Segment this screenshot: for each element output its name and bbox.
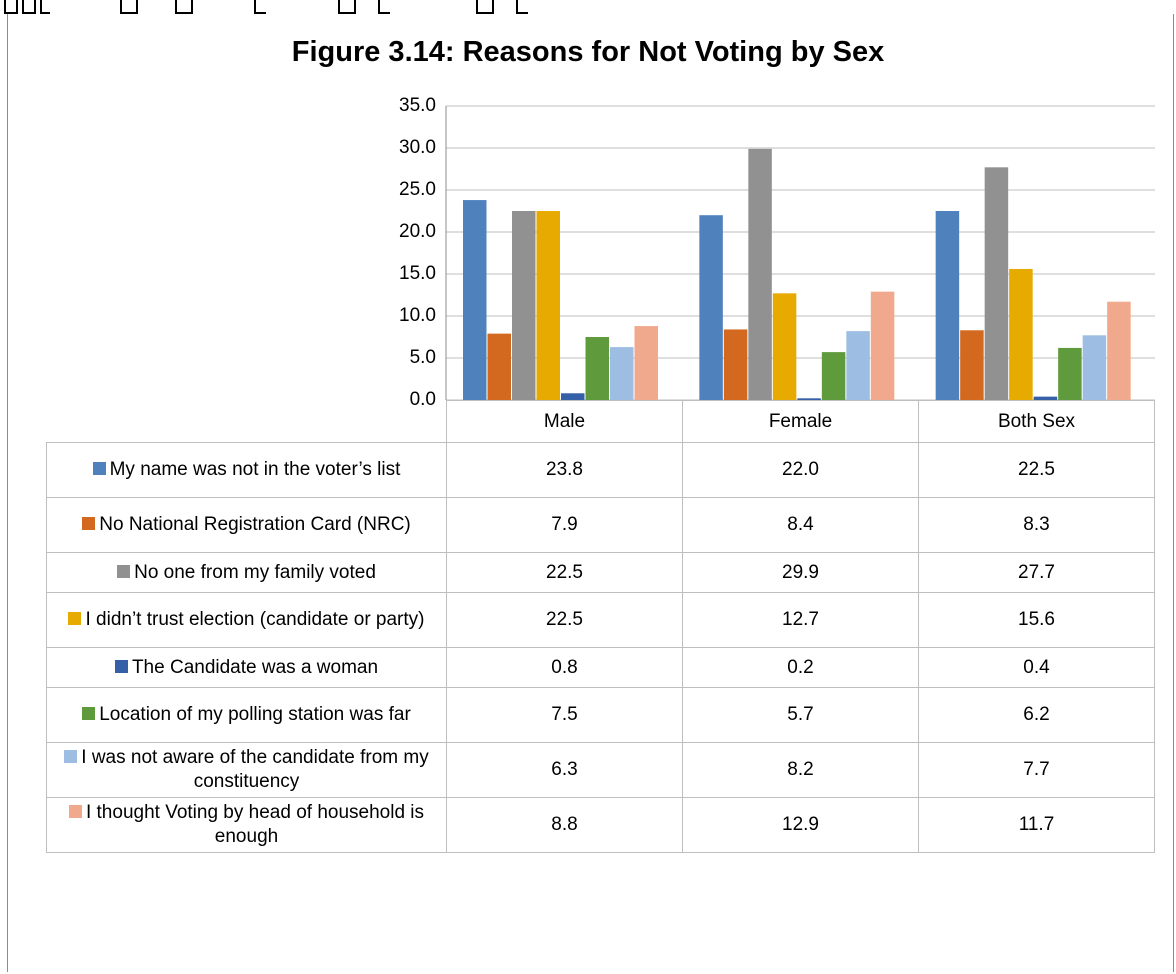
data-label: 7.7 xyxy=(918,742,1155,798)
table-row: No one from my family voted 22.5 29.9 27.7 xyxy=(46,552,1155,593)
bar xyxy=(846,331,870,400)
bar xyxy=(699,215,723,400)
legend-entry: My name was not in the voter’s list xyxy=(46,442,447,498)
data-label: 8.3 xyxy=(918,497,1155,553)
table-row: My name was not in the voter’s list 23.8 2… xyxy=(46,442,1155,498)
legend-swatch xyxy=(92,462,106,475)
bar xyxy=(935,211,960,400)
bar xyxy=(463,200,487,400)
legend-swatch xyxy=(82,707,96,720)
data-label: 6.3 xyxy=(446,742,683,798)
legend-label: No National Registration Card (NRC) xyxy=(99,514,411,535)
legend-label: I thought Voting by head of household is… xyxy=(85,802,425,847)
bar xyxy=(1107,301,1131,400)
top-toolbar-remnant xyxy=(0,0,1176,14)
y-tick-label: 10.0 xyxy=(399,305,436,326)
legend-entry: I didn’t trust election (candidate or pa… xyxy=(46,592,447,648)
y-tick-label: 30.0 xyxy=(399,137,436,158)
legend-entry: I thought Voting by head of household is… xyxy=(46,797,447,853)
bar xyxy=(1082,335,1107,400)
data-label: 8.4 xyxy=(682,497,919,553)
legend-label: The Candidate was a woman xyxy=(131,656,379,678)
legend-swatch xyxy=(114,659,128,673)
bar xyxy=(536,211,560,400)
data-label: 29.9 xyxy=(682,552,919,593)
data-label: 0.4 xyxy=(918,647,1155,688)
category-label: Female xyxy=(682,400,919,443)
bar xyxy=(748,148,772,400)
bar xyxy=(984,167,1009,400)
table-row: I didn’t trust election (candidate or pa… xyxy=(46,592,1155,648)
legend-label: Location of my polling station was far xyxy=(99,704,411,725)
category-label: Both Sex xyxy=(918,400,1155,443)
data-label: 22.5 xyxy=(918,442,1155,498)
table-row: I was not aware of the candidate from my… xyxy=(46,742,1155,798)
bar xyxy=(585,337,609,400)
table-corner-cell xyxy=(46,400,447,443)
data-label: 5.7 xyxy=(682,687,919,743)
data-label: 0.2 xyxy=(682,647,919,688)
bar xyxy=(1033,396,1058,400)
y-tick-label: 5.0 xyxy=(409,347,436,368)
table-row: No National Registration Card (NRC) 7.9 8.… xyxy=(46,497,1155,553)
legend-swatch xyxy=(68,612,82,625)
y-tick-label: 35.0 xyxy=(399,95,436,116)
category-label: Male xyxy=(446,400,683,443)
legend-label: My name was not in the voter’s list xyxy=(109,459,401,480)
bar-plot-area xyxy=(445,105,1155,401)
table-row: I thought Voting by head of household is… xyxy=(46,797,1155,853)
data-label: 8.2 xyxy=(682,742,919,798)
bar xyxy=(797,398,821,400)
bar xyxy=(1058,347,1082,400)
legend-swatch xyxy=(64,750,78,763)
y-tick-label: 25.0 xyxy=(399,179,436,200)
table-row: Location of my polling station was far 7.… xyxy=(46,687,1155,743)
bar xyxy=(1009,268,1033,400)
legend-swatch xyxy=(117,564,131,578)
data-label: 12.7 xyxy=(682,592,919,648)
legend-entry: Location of my polling station was far xyxy=(46,687,447,743)
y-tick-label: 15.0 xyxy=(399,263,436,284)
legend-entry: I was not aware of the candidate from my… xyxy=(46,742,447,798)
data-label: 0.8 xyxy=(446,647,683,688)
bar xyxy=(512,211,536,400)
bar xyxy=(634,326,658,400)
y-tick-label: 20.0 xyxy=(399,221,436,242)
data-label: 22.5 xyxy=(446,552,683,593)
data-label: 22.0 xyxy=(682,442,919,498)
data-label: 7.5 xyxy=(446,687,683,743)
data-label: 22.5 xyxy=(446,592,683,648)
legend-label: No one from my family voted xyxy=(134,561,376,583)
bar xyxy=(772,293,797,400)
table-header-row: Male Female Both Sex xyxy=(46,400,1155,443)
table-row: The Candidate was a woman 0.8 0.2 0.4 xyxy=(46,647,1155,688)
legend-entry: No National Registration Card (NRC) xyxy=(46,497,447,553)
bar xyxy=(870,291,895,400)
data-label: 12.9 xyxy=(682,797,919,853)
legend-swatch xyxy=(68,805,82,818)
chart-title: Figure 3.14: Reasons for Not Voting by S… xyxy=(291,36,885,68)
chart-frame xyxy=(7,14,1174,972)
data-label: 7.9 xyxy=(446,497,683,553)
legend-label: I didn’t trust election (candidate or pa… xyxy=(85,609,425,630)
data-label: 11.7 xyxy=(918,797,1155,853)
bar xyxy=(487,333,511,400)
legend-entry: The Candidate was a woman xyxy=(46,647,447,688)
legend-swatch xyxy=(82,517,96,530)
legend-entry: No one from my family voted xyxy=(46,552,447,593)
bar xyxy=(821,352,846,400)
bar xyxy=(610,347,634,400)
bar xyxy=(960,330,984,400)
data-label: 27.7 xyxy=(918,552,1155,593)
data-label: 6.2 xyxy=(918,687,1155,743)
data-table: Male Female Both Sex My name was not in the… xyxy=(46,400,1155,853)
data-label: 8.8 xyxy=(446,797,683,853)
data-label: 15.6 xyxy=(918,592,1155,648)
legend-label: I was not aware of the candidate from my… xyxy=(81,747,429,792)
data-label: 23.8 xyxy=(446,442,683,498)
bar xyxy=(723,329,748,400)
bar xyxy=(561,393,585,400)
